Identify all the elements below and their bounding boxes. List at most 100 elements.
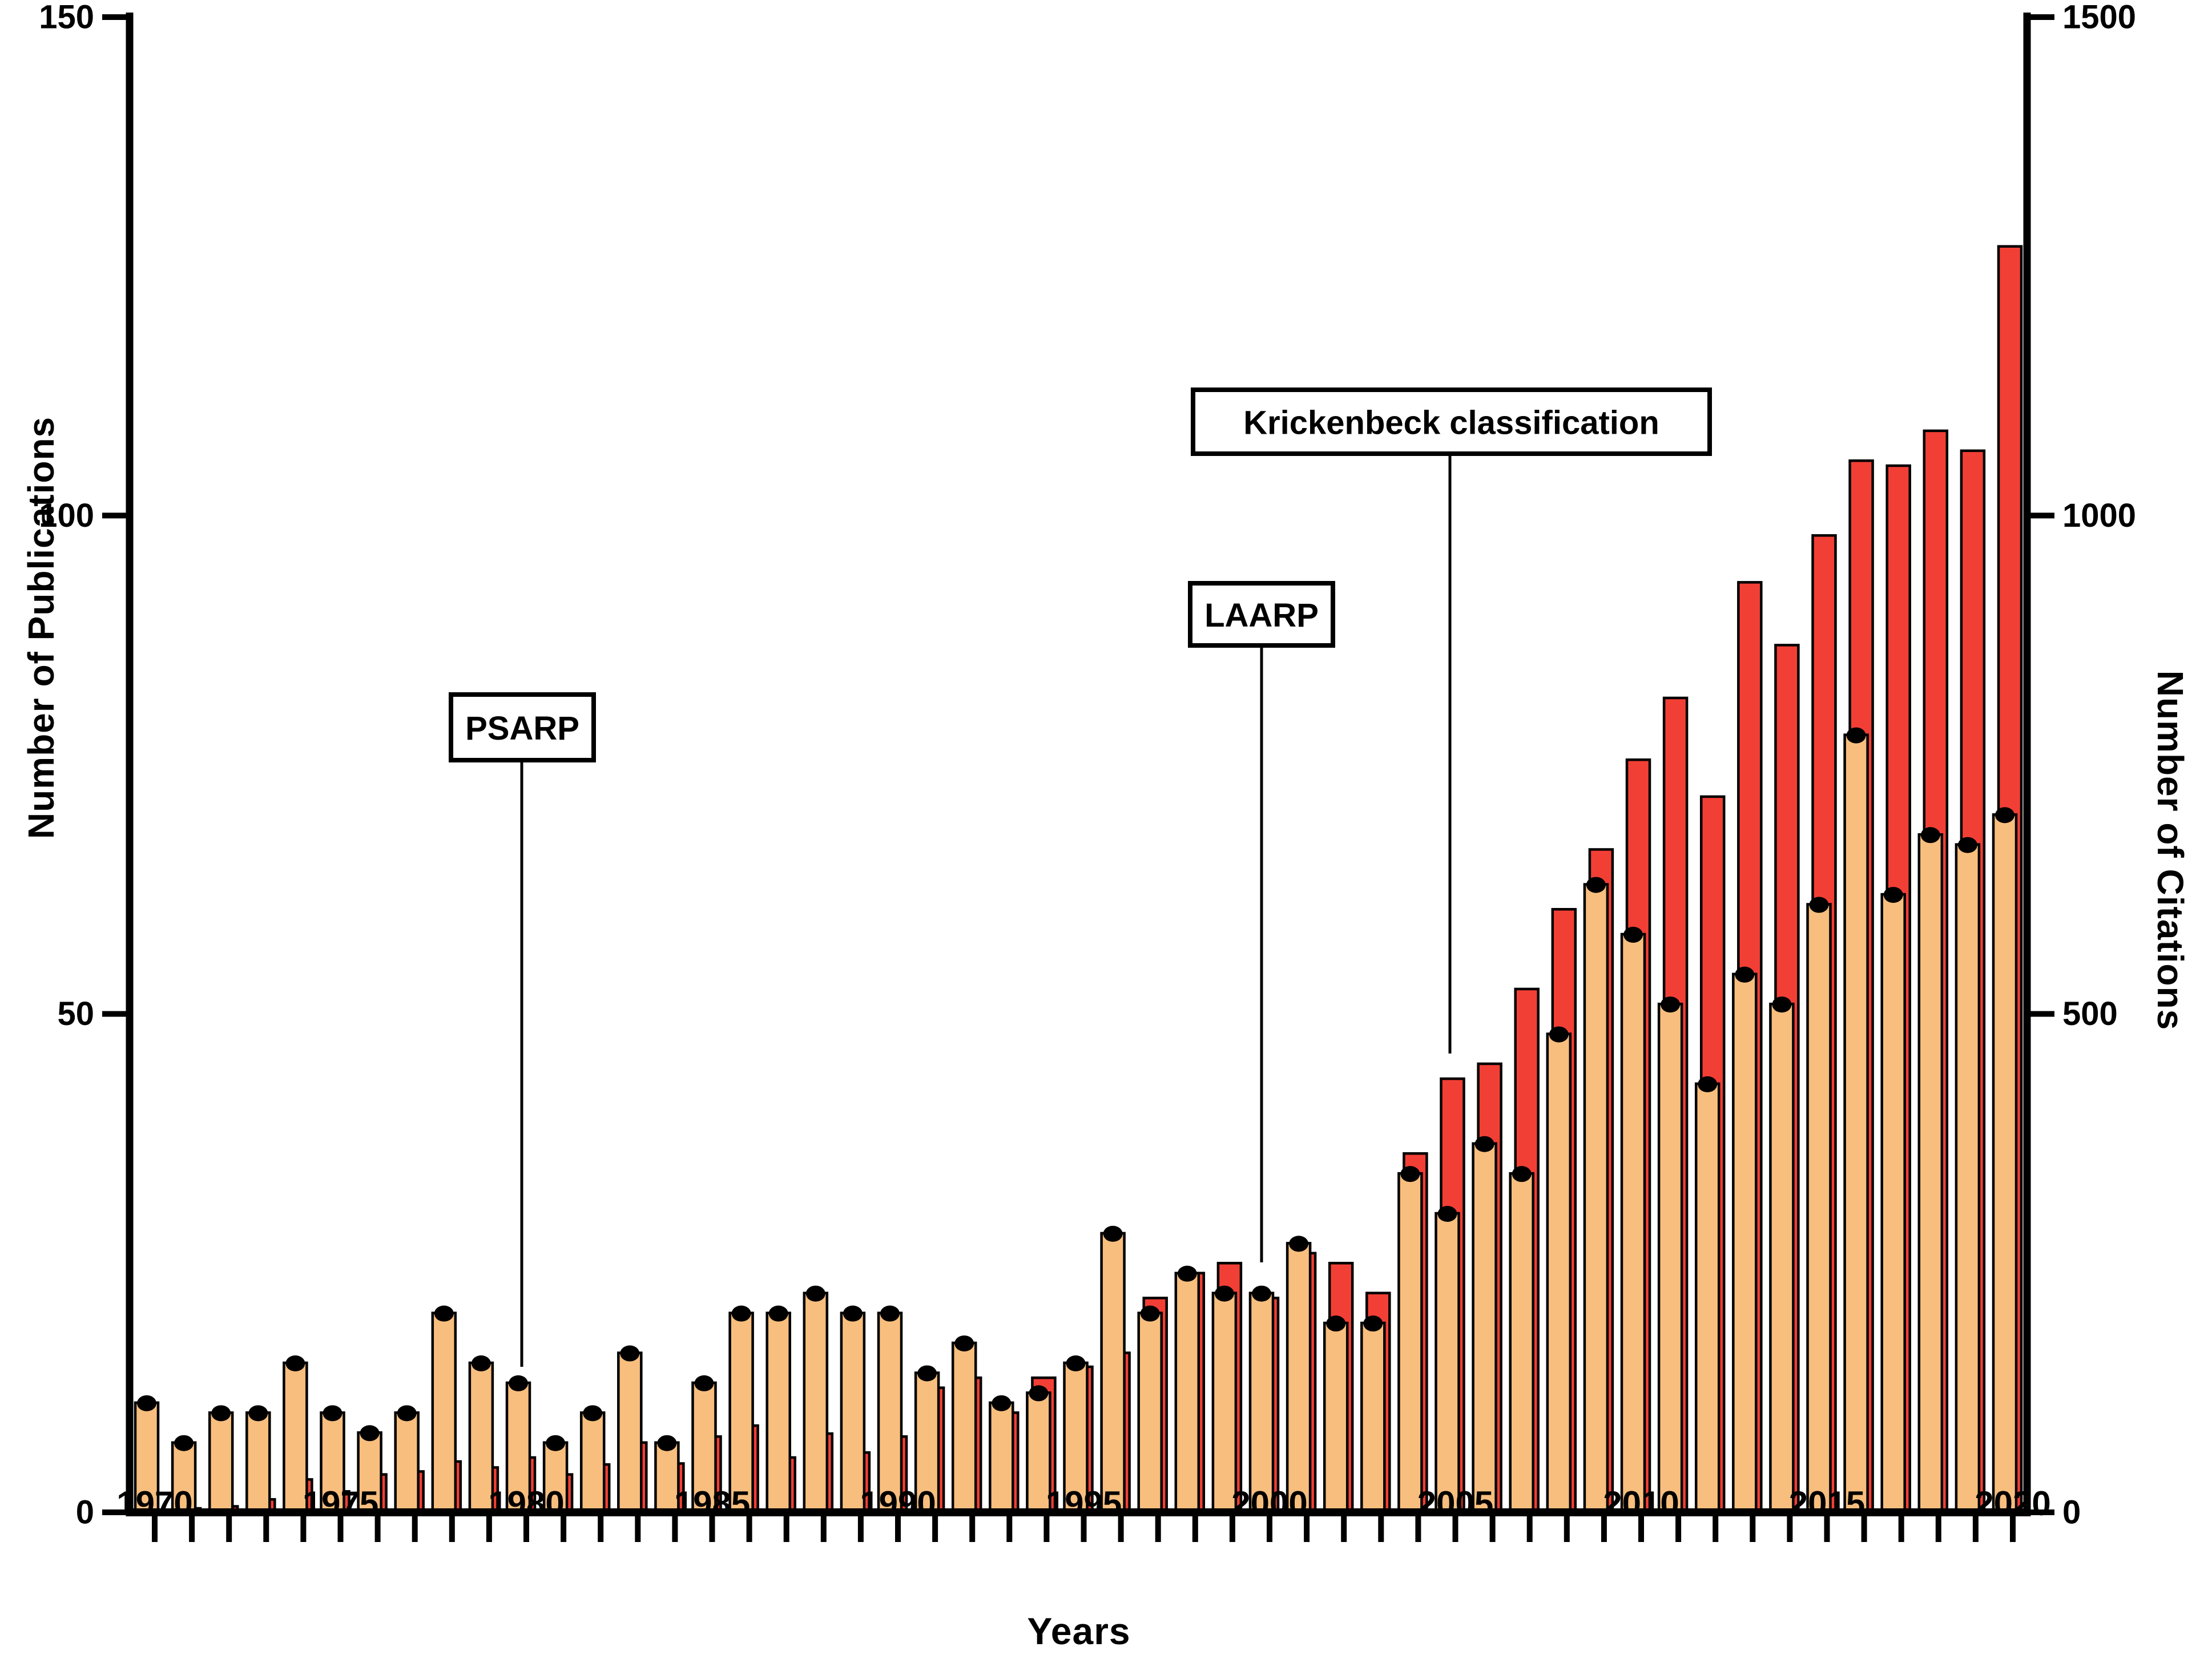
x-axis-tick-label: 2010 [1603, 1484, 1679, 1523]
annotation-label: Krickenbeck classification [1243, 405, 1659, 442]
publications-marker-dot [843, 1305, 863, 1322]
publications-marker-dot [1326, 1315, 1346, 1332]
publications-marker-dot [1846, 727, 1866, 744]
publications-bar [1583, 883, 1609, 1514]
publications-marker-dot [471, 1355, 491, 1371]
publications-marker-dot [248, 1405, 268, 1422]
publications-marker-dot [211, 1405, 231, 1422]
publications-bar [691, 1381, 717, 1514]
publications-marker-dot [1698, 1076, 1718, 1092]
x-axis-tick-label: 1995 [1046, 1484, 1122, 1523]
publications-marker-dot [285, 1355, 305, 1371]
y-axis-right-tick-label: 500 [2062, 995, 2118, 1032]
publications-marker-dot [1140, 1305, 1160, 1322]
publications-bar [1397, 1172, 1423, 1514]
publications-marker-dot [1809, 897, 1829, 913]
annotation-box-laarp [1188, 581, 1335, 648]
publications-marker-dot [1735, 966, 1755, 983]
publications-bar [357, 1431, 382, 1514]
publications-bar [245, 1411, 271, 1514]
publications-bar [1435, 1212, 1460, 1514]
publications-bar [1546, 1032, 1572, 1514]
publications-marker-dot [1029, 1385, 1049, 1402]
publications-marker-dot [1437, 1206, 1457, 1222]
publications-bar [1917, 833, 1944, 1514]
x-axis-tick-label: 2005 [1417, 1484, 1493, 1523]
publications-marker-dot [657, 1435, 677, 1451]
annotation-box-psarp [449, 692, 596, 762]
publications-bar [989, 1401, 1014, 1514]
annotation-box-krickenbeck [1191, 387, 1712, 456]
publications-bar [617, 1351, 643, 1514]
publications-marker-dot [1586, 877, 1606, 893]
y-axis-right-tick-label: 1000 [2062, 497, 2136, 534]
publications-marker-dot [731, 1305, 751, 1322]
publications-bar [1472, 1142, 1497, 1514]
publications-marker-dot [1177, 1265, 1197, 1282]
publications-bar [765, 1311, 791, 1514]
publications-bar [1732, 972, 1758, 1514]
publications-bar [394, 1411, 420, 1514]
publications-bar [208, 1411, 234, 1514]
publications-bar [951, 1341, 977, 1514]
publications-marker-dot [174, 1435, 194, 1451]
publications-marker-dot [1363, 1315, 1383, 1332]
publications-marker-dot [1995, 807, 2014, 824]
publications-marker-dot [1772, 996, 1792, 1013]
publications-bar [1248, 1291, 1275, 1514]
publications-bar [579, 1411, 606, 1514]
publications-bar [1137, 1311, 1163, 1514]
publications-bar [1509, 1172, 1534, 1514]
x-axis-tick-label: 1975 [303, 1484, 378, 1523]
x-axis-tick-label: 1990 [860, 1484, 936, 1523]
publications-bar [877, 1311, 903, 1514]
annotation-label: LAARP [1204, 597, 1319, 634]
publications-bar [1657, 1002, 1683, 1514]
y-axis-left-tick-label: 0 [76, 1494, 94, 1531]
publications-marker-dot [954, 1335, 974, 1352]
publications-bar [1694, 1082, 1721, 1514]
publications-bar [1323, 1321, 1349, 1514]
publications-marker-dot [1661, 996, 1681, 1013]
publications-bar [1880, 893, 1906, 1514]
x-axis-tick-label: 1985 [674, 1484, 750, 1523]
publications-marker-dot [583, 1405, 603, 1422]
publications-bar [1286, 1242, 1312, 1514]
publications-marker-dot [992, 1395, 1012, 1411]
annotation-label: PSARP [465, 710, 579, 747]
publications-marker-dot [1252, 1285, 1271, 1302]
publications-bar [803, 1291, 829, 1514]
publications-marker-dot [1920, 827, 1940, 843]
x-axis-tick-label: 2015 [1789, 1484, 1865, 1523]
publications-marker-dot [1066, 1355, 1086, 1371]
publications-bar [840, 1311, 866, 1514]
publications-marker-dot [694, 1375, 714, 1391]
publications-marker-dot [397, 1405, 417, 1422]
publications-marker-dot [880, 1305, 900, 1322]
x-axis-tick-label: 1970 [116, 1484, 192, 1523]
x-axis-tick-label: 1980 [488, 1484, 564, 1523]
publications-bar [1769, 1002, 1795, 1514]
publications-marker-dot [1549, 1026, 1569, 1043]
publications-bar [1174, 1272, 1200, 1514]
y-axis-title-right: Number of Citations [2150, 670, 2191, 1031]
publications-bar [1026, 1391, 1051, 1514]
publications-marker-dot [1400, 1166, 1420, 1182]
publications-marker-dot [360, 1425, 380, 1442]
publications-bar [728, 1311, 754, 1514]
publications-marker-dot [1512, 1166, 1532, 1182]
publications-bar [1620, 933, 1646, 1514]
y-axis-left-tick-label: 150 [39, 0, 94, 36]
x-axis-tick-label: 2020 [1975, 1484, 2050, 1523]
y-axis-right-tick-label: 0 [2062, 1494, 2081, 1531]
publications-bar [1955, 843, 1981, 1514]
publications-marker-dot [1957, 837, 1977, 853]
publications-marker-dot [1623, 926, 1643, 943]
publications-marker-dot [1474, 1136, 1494, 1152]
x-axis-tick-label: 2000 [1231, 1484, 1307, 1523]
publications-marker-dot [1883, 887, 1903, 903]
publications-bar [431, 1311, 457, 1514]
x-axis-title: Years [1027, 1610, 1131, 1652]
